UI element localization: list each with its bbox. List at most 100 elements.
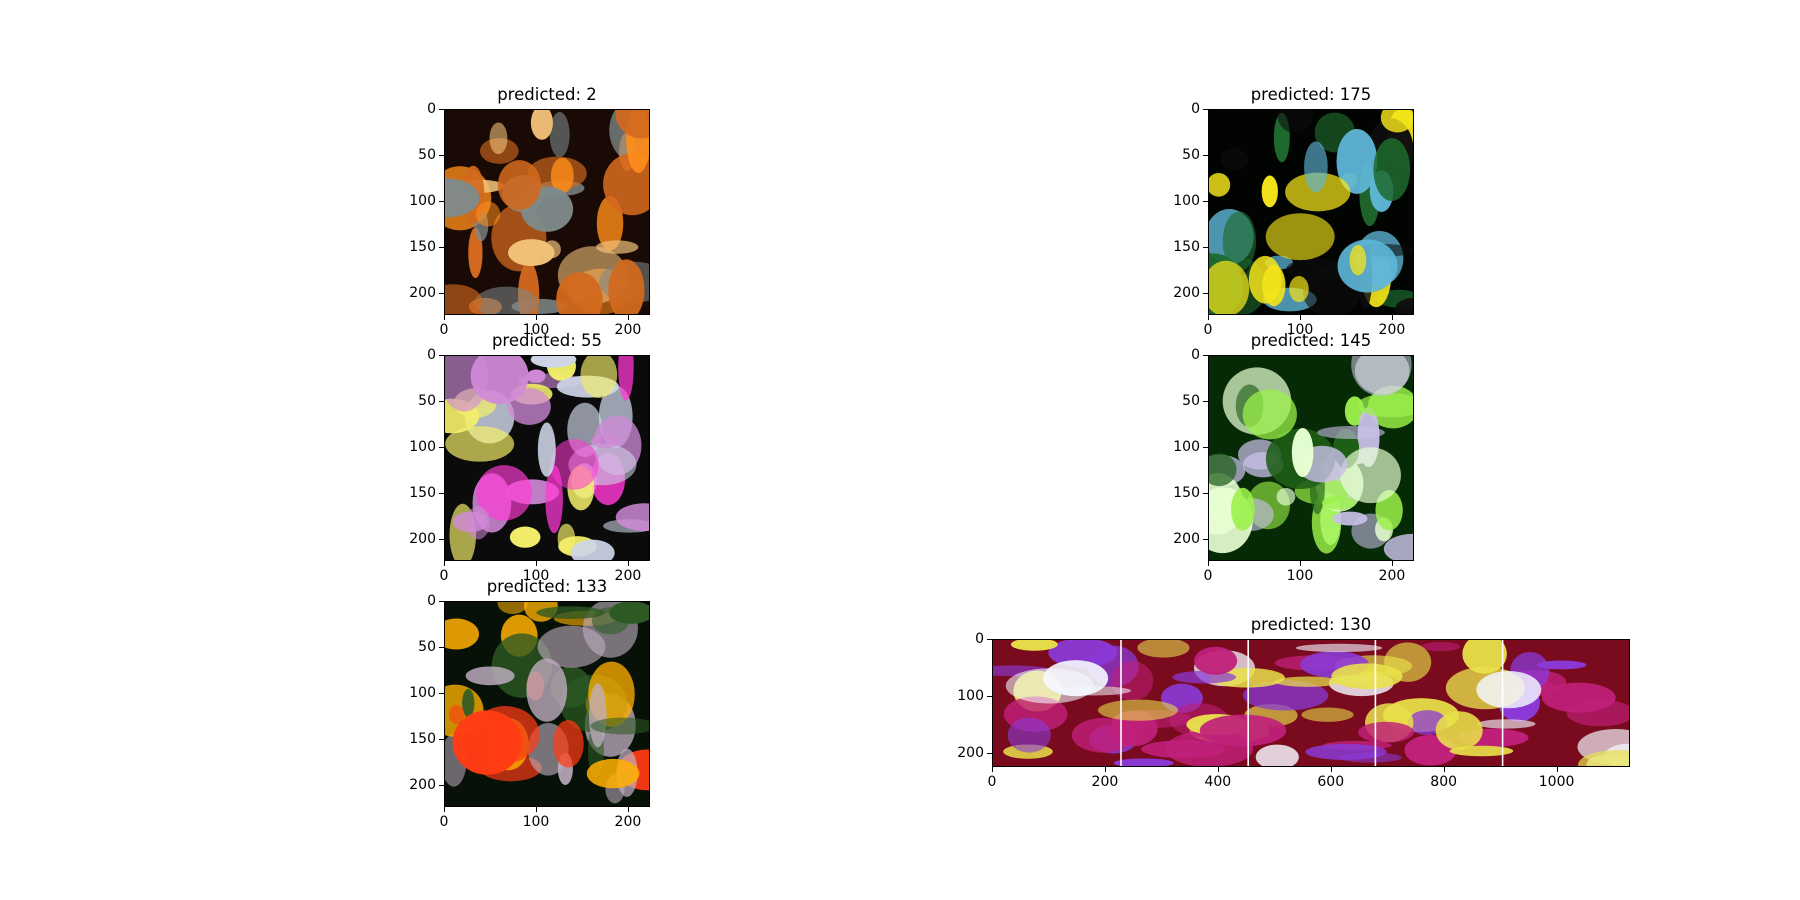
y-tick-mark — [987, 639, 992, 640]
y-tick-mark — [1203, 154, 1208, 156]
y-tick-label: 150 — [1173, 238, 1200, 255]
image-region — [1383, 533, 1413, 560]
x-tick-mark — [535, 315, 537, 320]
image-region — [445, 618, 480, 650]
image-region — [1578, 750, 1629, 766]
image-graphic — [445, 110, 649, 314]
y-tick-mark — [439, 400, 444, 402]
x-tick-mark — [535, 807, 537, 812]
image-region — [1209, 453, 1237, 487]
x-tick-label: 100 — [1286, 568, 1314, 584]
image-region — [1336, 128, 1378, 194]
image-region — [1301, 707, 1354, 722]
subplot-title: predicted: 2 — [497, 85, 597, 104]
image-graphic — [1209, 356, 1413, 560]
y-tick-mark — [439, 292, 444, 294]
image-region — [580, 356, 618, 399]
x-tick-label: 0 — [439, 814, 449, 830]
y-tick-label: 100 — [1173, 192, 1200, 209]
x-tick-label: 800 — [1430, 774, 1458, 790]
image-region — [1356, 393, 1413, 418]
x-tick-label: 0 — [439, 322, 449, 338]
image-region — [549, 112, 570, 158]
y-tick-label: 150 — [409, 730, 436, 747]
x-tick-label: 600 — [1317, 774, 1345, 790]
y-tick-mark — [1203, 200, 1208, 202]
image-region — [1536, 660, 1587, 670]
image-region — [591, 607, 630, 635]
image-region — [474, 286, 539, 314]
x-tick-mark — [1443, 767, 1445, 772]
tile-separator — [1374, 640, 1377, 766]
y-tick-mark — [1203, 446, 1208, 448]
x-tick-label: 100 — [1286, 322, 1314, 338]
x-tick-mark — [1330, 767, 1332, 772]
x-tick-mark — [627, 561, 629, 566]
x-tick-mark — [1299, 561, 1301, 566]
image-region — [1010, 640, 1058, 651]
image-region — [1449, 745, 1514, 757]
image-region — [497, 602, 528, 615]
x-tick-label: 200 — [614, 568, 642, 584]
x-tick-label: 200 — [614, 814, 642, 830]
image-region — [1208, 667, 1285, 688]
x-tick-mark — [1217, 767, 1219, 772]
image-region — [1476, 670, 1542, 709]
y-tick-label: 50 — [418, 146, 436, 163]
x-tick-mark — [535, 561, 537, 566]
image-region — [465, 666, 515, 686]
image-panel — [444, 601, 650, 807]
y-tick-label: 0 — [427, 347, 436, 363]
image-region — [526, 658, 568, 722]
image-region — [445, 426, 515, 462]
y-tick-mark — [1203, 355, 1208, 356]
y-tick-mark — [439, 601, 444, 602]
x-tick-mark — [1556, 767, 1558, 772]
image-region — [1305, 743, 1387, 760]
image-region — [1476, 719, 1536, 729]
image-region — [1331, 663, 1403, 690]
x-tick-mark — [992, 767, 993, 772]
y-tick-label: 200 — [957, 745, 984, 762]
image-region — [1222, 211, 1257, 271]
image-region — [1541, 682, 1616, 713]
image-region — [445, 284, 483, 314]
image-region — [508, 239, 555, 267]
image-region — [445, 356, 489, 412]
image-panel — [444, 355, 650, 561]
image-region — [1340, 447, 1401, 504]
x-tick-label: 100 — [522, 568, 550, 584]
subplot-title: predicted: 130 — [1250, 615, 1372, 634]
x-tick-label: 0 — [1203, 568, 1213, 584]
image-region — [1141, 740, 1226, 759]
y-tick-mark — [439, 492, 444, 494]
y-tick-mark — [987, 696, 992, 698]
y-tick-label: 200 — [409, 284, 436, 301]
tile-separator — [1120, 640, 1122, 766]
image-region — [556, 271, 603, 314]
y-tick-label: 0 — [975, 631, 984, 647]
image-region — [1332, 511, 1368, 526]
image-region — [1043, 660, 1109, 697]
image-graphic — [1209, 110, 1413, 314]
y-tick-mark — [439, 738, 444, 740]
image-region — [1274, 676, 1341, 687]
image-region — [445, 178, 480, 218]
image-region — [1289, 276, 1309, 303]
image-region — [608, 259, 645, 314]
y-tick-label: 100 — [409, 684, 436, 701]
image-region — [589, 683, 607, 748]
y-tick-label: 150 — [409, 484, 436, 501]
image-region — [615, 503, 649, 532]
image-region — [1358, 721, 1415, 743]
image-region — [1295, 643, 1383, 653]
tile-separator — [1501, 640, 1504, 766]
y-tick-mark — [439, 646, 444, 648]
image-panel — [1208, 355, 1414, 561]
y-tick-mark — [439, 446, 444, 448]
y-tick-mark — [987, 753, 992, 755]
x-tick-mark — [1208, 561, 1209, 566]
y-tick-mark — [439, 538, 444, 540]
image-panel — [1208, 109, 1414, 315]
image-region — [1337, 239, 1398, 293]
